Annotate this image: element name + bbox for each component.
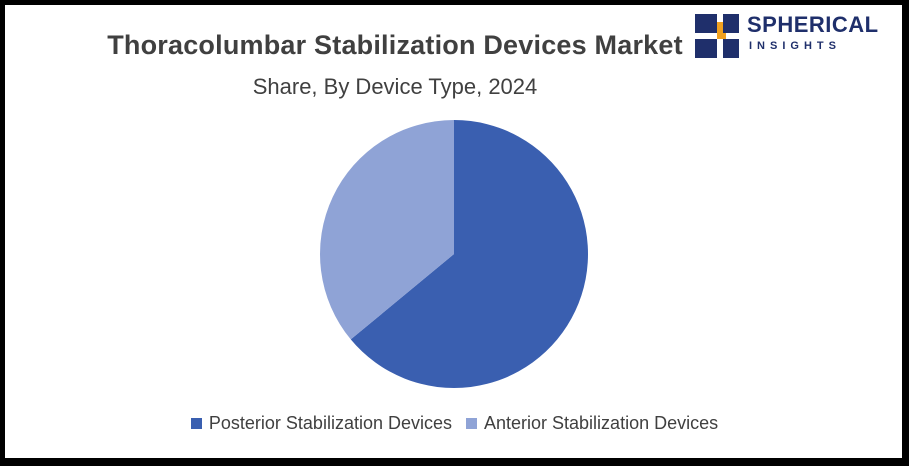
legend-label: Anterior Stabilization Devices [484, 413, 719, 433]
legend-item: Anterior Stabilization Devices [466, 413, 718, 434]
logo-brand-text: SPHERICAL [747, 12, 879, 37]
chart-legend: Posterior Stabilization Devices Anterior … [0, 413, 909, 434]
chart-title: Thoracolumbar Stabilization Devices Mark… [107, 30, 683, 60]
legend-swatch [466, 418, 477, 429]
legend-item: Posterior Stabilization Devices [190, 413, 452, 434]
chart-subtitle: Share, By Device Type, 2024 [252, 74, 538, 99]
pie-slice-anterior-stabilization-devices [319, 120, 454, 340]
spherical-insights-logo-icon [695, 14, 739, 58]
legend-swatch [190, 418, 202, 429]
legend-label: Posterior Stabilization Devices [208, 413, 452, 433]
brand-logo: SPHERICAL INSIGHTS [695, 8, 895, 60]
logo-tagline-text: INSIGHTS [749, 40, 841, 52]
pie-slice-posterior-stabilization-devices [350, 120, 588, 389]
